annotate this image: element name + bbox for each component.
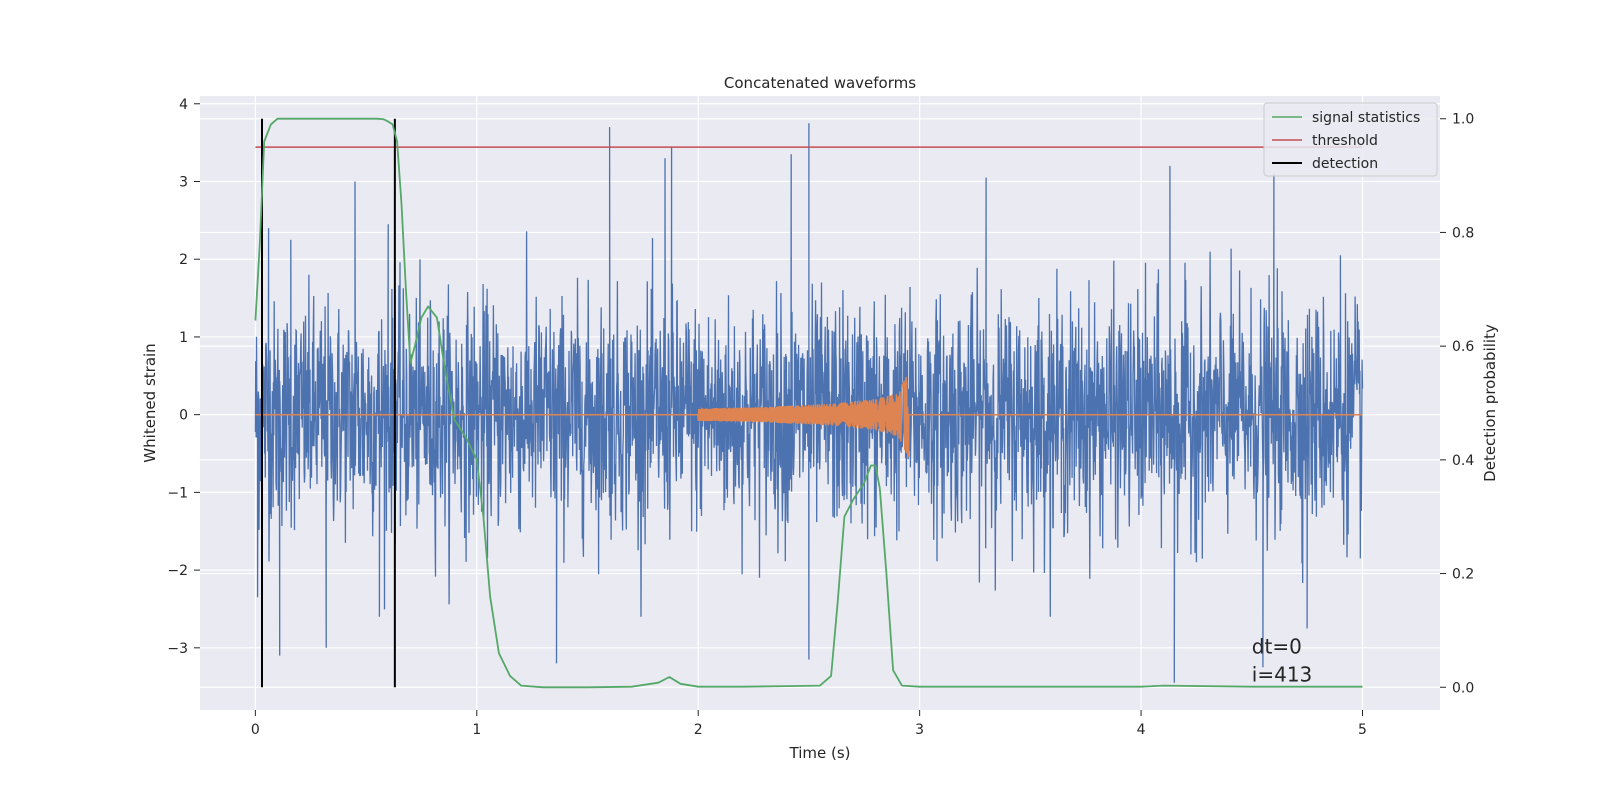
- y2-tick-label: 0.2: [1452, 567, 1474, 583]
- legend: signal statistics threshold detection: [1263, 102, 1438, 177]
- chirp-series-line: [255, 376, 1363, 458]
- legend-label: threshold: [1312, 133, 1378, 149]
- legend-label: signal statistics: [1312, 110, 1420, 126]
- annotation: dt=0 i=413: [1252, 635, 1313, 687]
- x-tick-label: 5: [1358, 722, 1367, 738]
- x-tick-label: 0: [251, 722, 260, 738]
- y-tick-label: −3: [167, 641, 188, 657]
- y-tick-label: −1: [167, 485, 188, 501]
- x-tick-label: 1: [472, 722, 481, 738]
- noise-series-line: [254, 123, 1364, 683]
- y2-tick-label: 0.0: [1452, 680, 1474, 696]
- x-tick-label: 3: [915, 722, 924, 738]
- y-tick-label: −2: [167, 563, 188, 579]
- y-tick-label: 0: [179, 408, 188, 424]
- chart-title: Concatenated waveforms: [724, 74, 916, 92]
- annotation-text: i=413: [1252, 663, 1313, 687]
- y2-tick-label: 0.6: [1452, 339, 1474, 355]
- y-axis-label: Whitened strain: [141, 343, 159, 462]
- x-tick-label: 4: [1137, 722, 1146, 738]
- y-tick-label: 4: [179, 97, 188, 113]
- y-tick-label: 1: [179, 330, 188, 346]
- legend-box: [1263, 102, 1438, 177]
- x-tick-label: 2: [694, 722, 703, 738]
- y-tick-label: 2: [179, 252, 188, 268]
- plot-area: [254, 117, 1364, 689]
- y2-tick-label: 0.8: [1452, 225, 1474, 241]
- y2-tick-label: 0.4: [1452, 453, 1474, 469]
- y-tick-label: 3: [179, 174, 188, 190]
- y2-axis-label: Detection probability: [1481, 324, 1499, 482]
- legend-label: detection: [1312, 156, 1378, 172]
- x-axis-label: Time (s): [789, 744, 851, 762]
- y2-tick-label: 1.0: [1452, 112, 1474, 128]
- axes: 0 1 2 3 4 5 −3 −2 −1 0 1 2 3 4 0.0 0.2 0.4 0.6 0.8 1.0: [167, 97, 1474, 738]
- signal-statistics-line: [254, 117, 1363, 689]
- annotation-text: dt=0: [1252, 635, 1302, 659]
